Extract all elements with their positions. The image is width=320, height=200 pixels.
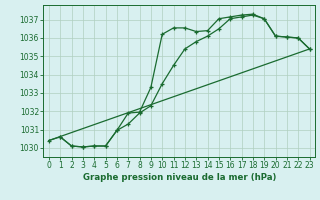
X-axis label: Graphe pression niveau de la mer (hPa): Graphe pression niveau de la mer (hPa) [83,173,276,182]
